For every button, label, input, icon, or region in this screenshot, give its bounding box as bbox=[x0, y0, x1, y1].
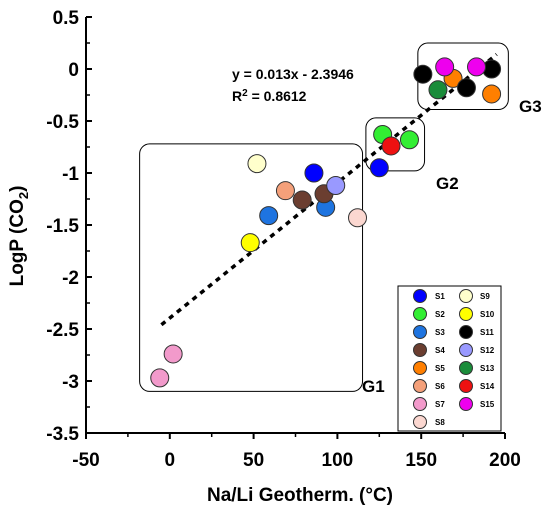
data-point-s1 bbox=[369, 158, 389, 178]
group-box-g2 bbox=[365, 117, 426, 172]
y-tick-label: -1 bbox=[62, 164, 79, 185]
legend-marker-s5 bbox=[413, 361, 427, 375]
group-label-g1: G1 bbox=[362, 377, 385, 396]
y-tick-label: -2.5 bbox=[46, 320, 79, 341]
x-tick-label: 0 bbox=[165, 450, 176, 471]
legend: S1 S2 S3 S4 S5 S6 S7 S8 S9 S10 S11 S12 S13 S14 S15 bbox=[397, 285, 502, 432]
y-tick-label: -2 bbox=[62, 268, 79, 289]
legend-marker-s10 bbox=[459, 307, 473, 321]
legend-label-s2: S2 bbox=[435, 310, 445, 319]
y-tick-label: -3.5 bbox=[46, 424, 79, 445]
data-point-s9 bbox=[247, 154, 267, 174]
legend-label-s9: S9 bbox=[480, 292, 490, 301]
data-points bbox=[150, 57, 502, 388]
group-boxes: G1 G2 G3 bbox=[139, 42, 542, 396]
x-tick-label: -50 bbox=[72, 450, 99, 471]
data-point-s4 bbox=[292, 190, 312, 210]
data-point-s15 bbox=[467, 57, 487, 77]
group-box-g1 bbox=[139, 143, 364, 392]
legend-marker-s6 bbox=[413, 379, 427, 393]
x-tick-label: 200 bbox=[489, 450, 521, 471]
legend-marker-s13 bbox=[459, 361, 473, 375]
data-point-s11 bbox=[413, 64, 433, 84]
legend-label-s5: S5 bbox=[435, 364, 445, 373]
legend-marker-s11 bbox=[459, 325, 473, 339]
data-point-s13 bbox=[428, 80, 448, 100]
group-label-g3: G3 bbox=[519, 97, 542, 116]
data-point bbox=[482, 84, 502, 104]
data-point-s11 bbox=[456, 78, 476, 98]
x-tick-label: 150 bbox=[405, 450, 437, 471]
trendline-layer bbox=[160, 53, 498, 327]
data-point-s8 bbox=[348, 208, 368, 228]
legend-label-s15: S15 bbox=[480, 400, 495, 409]
legend-marker-s1 bbox=[413, 289, 427, 303]
x-tick-label: 50 bbox=[243, 450, 264, 471]
y-tick-label: 0.5 bbox=[53, 8, 80, 29]
x-axis-title: Na/Li Geotherm. (°C) bbox=[207, 485, 393, 506]
legend-label-s7: S7 bbox=[435, 400, 445, 409]
legend-label-s12: S12 bbox=[480, 346, 495, 355]
data-point-s3 bbox=[259, 206, 279, 226]
data-point-s6 bbox=[275, 181, 295, 201]
legend-label-s10: S10 bbox=[480, 310, 495, 319]
legend-label-s3: S3 bbox=[435, 328, 445, 337]
legend-label-s14: S14 bbox=[480, 382, 495, 391]
legend-label-s1: S1 bbox=[435, 292, 445, 301]
legend-label-s11: S11 bbox=[480, 328, 494, 337]
legend-marker-s7 bbox=[413, 397, 427, 411]
data-point-s2 bbox=[399, 130, 419, 150]
data-point-s10 bbox=[240, 233, 260, 253]
y-tick-label: -3 bbox=[62, 372, 79, 393]
data-point-s12 bbox=[326, 175, 346, 195]
legend-marker-s4 bbox=[413, 343, 427, 357]
group-label-g2: G2 bbox=[436, 174, 459, 193]
legend-label-s8: S8 bbox=[435, 418, 445, 427]
legend-marker-s8 bbox=[413, 415, 427, 429]
legend-label-s13: S13 bbox=[480, 364, 495, 373]
trendline bbox=[160, 53, 498, 327]
y-tick-label: 0 bbox=[68, 60, 79, 81]
legend-box bbox=[397, 285, 502, 432]
data-point-s7 bbox=[163, 344, 183, 364]
y-tick-label: -0.5 bbox=[46, 112, 79, 133]
legend-marker-s15 bbox=[459, 397, 473, 411]
legend-marker-s12 bbox=[459, 343, 473, 357]
legend-marker-s14 bbox=[459, 379, 473, 393]
axes: -50 0 50 100 150 200 0.5 0 -0.5 -1 -1.5 -2 -2.5 -3 -3.… bbox=[46, 8, 521, 471]
legend-marker-s2 bbox=[413, 307, 427, 321]
y-axis-title: LogP (CO2) bbox=[7, 186, 31, 287]
legend-marker-s9 bbox=[459, 289, 473, 303]
trendline-equation: y = 0.013x - 2.3946 bbox=[232, 66, 354, 82]
data-point-s7 bbox=[150, 368, 170, 388]
legend-label-s4: S4 bbox=[435, 346, 445, 355]
legend-label-s6: S6 bbox=[435, 382, 445, 391]
x-tick-label: 100 bbox=[322, 450, 354, 471]
r-squared-label: R2 = 0.8612 bbox=[232, 88, 307, 104]
data-point-s14 bbox=[381, 136, 401, 156]
data-point-s15 bbox=[435, 57, 455, 77]
legend-marker-s3 bbox=[413, 325, 427, 339]
y-tick-label: -1.5 bbox=[46, 216, 79, 237]
data-point-s1 bbox=[304, 163, 324, 183]
